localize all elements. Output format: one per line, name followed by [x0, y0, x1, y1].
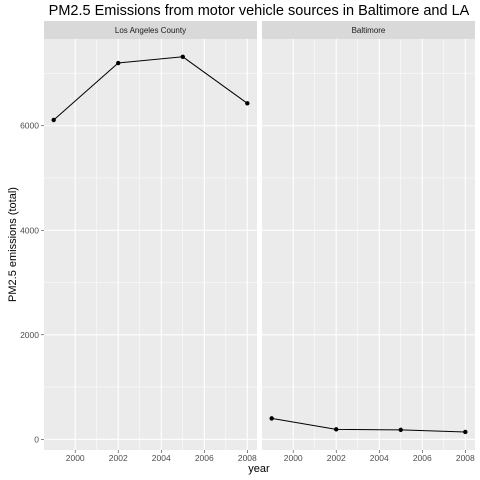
x-tick-label: 2006 — [413, 453, 432, 463]
x-tick-label: 2006 — [195, 453, 214, 463]
facet-label: Los Angeles County — [115, 26, 186, 35]
x-tick-label: 2008 — [456, 453, 475, 463]
x-tick-label: 2004 — [370, 453, 389, 463]
panel-background — [44, 39, 257, 450]
panel-background — [262, 39, 475, 450]
facet-panel-los-angeles: Los Angeles County — [44, 21, 257, 450]
x-tick-label: 2000 — [284, 453, 303, 463]
x-tick-label: 2008 — [238, 453, 257, 463]
y-axis-title: PM2.5 emissions (total) — [7, 187, 19, 302]
facet-panel-baltimore: Baltimore — [262, 21, 475, 450]
data-point — [269, 416, 274, 421]
y-axis: 0 2000 4000 6000 — [20, 121, 44, 444]
x-tick-label: 2000 — [66, 453, 85, 463]
chart-title: PM2.5 Emissions from motor vehicle sourc… — [49, 3, 470, 19]
x-tick-label: 2004 — [152, 453, 171, 463]
x-tick-label: 2002 — [327, 453, 346, 463]
data-point — [245, 101, 250, 106]
facet-label: Baltimore — [352, 26, 386, 35]
y-tick-label: 0 — [34, 434, 39, 444]
x-axis-baltimore: 2000 2002 2004 2006 2008 — [284, 450, 475, 463]
data-point — [180, 54, 185, 59]
y-tick-label: 2000 — [20, 330, 39, 340]
gridlines — [262, 39, 475, 450]
y-tick-label: 4000 — [20, 225, 39, 235]
data-point — [463, 429, 468, 435]
x-tick-label: 2002 — [109, 453, 128, 463]
y-tick-label: 6000 — [20, 121, 39, 131]
series-line — [271, 417, 466, 433]
data-point — [116, 60, 121, 66]
facet-strip — [262, 21, 475, 39]
series-marks — [269, 416, 468, 435]
series-marks — [51, 54, 250, 123]
data-point — [334, 427, 339, 432]
gridlines — [44, 39, 257, 450]
x-axis-title: year — [248, 463, 270, 475]
facet-strip — [44, 21, 257, 39]
series-line — [53, 56, 248, 121]
data-point — [51, 117, 56, 123]
data-point — [398, 427, 403, 433]
x-axis-los-angeles: 2000 2002 2004 2006 2008 — [66, 450, 257, 463]
